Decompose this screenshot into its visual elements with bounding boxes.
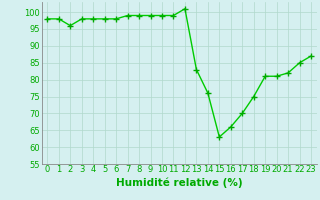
X-axis label: Humidité relative (%): Humidité relative (%) [116, 177, 243, 188]
